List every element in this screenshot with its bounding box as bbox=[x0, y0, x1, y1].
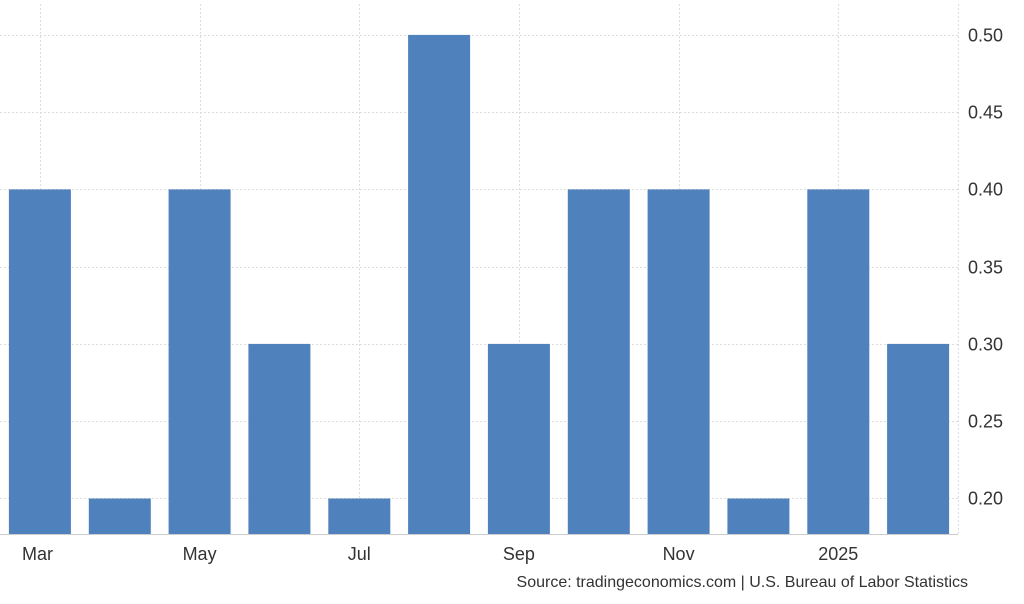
x-axis-tick-labels: Mar May Jul Sep Nov 2025 bbox=[22, 544, 858, 564]
bar-feb bbox=[887, 343, 950, 534]
bar-jul bbox=[328, 498, 391, 534]
bar-jun bbox=[248, 343, 311, 534]
bars bbox=[8, 34, 950, 535]
x-tick-label: Sep bbox=[503, 544, 535, 564]
bar-aug bbox=[408, 34, 471, 535]
y-tick-label: 0.45 bbox=[968, 103, 1003, 123]
bar-may bbox=[168, 189, 231, 534]
x-tick-label: 2025 bbox=[818, 544, 858, 564]
bar-apr bbox=[88, 498, 151, 534]
y-tick-label: 0.25 bbox=[968, 412, 1003, 432]
y-tick-label: 0.30 bbox=[968, 335, 1003, 355]
y-tick-label: 0.35 bbox=[968, 258, 1003, 278]
bar-sep bbox=[487, 343, 550, 534]
bar-mar bbox=[8, 189, 71, 534]
x-tick-label: Mar bbox=[22, 544, 53, 564]
y-tick-label: 0.50 bbox=[968, 26, 1003, 46]
bar-2025 bbox=[807, 189, 870, 534]
source-note: Source: tradingeconomics.com | U.S. Bure… bbox=[516, 574, 968, 591]
x-tick-label: May bbox=[183, 544, 217, 564]
x-tick-label: Nov bbox=[663, 544, 695, 564]
y-axis-tick-labels: 0.20 0.25 0.30 0.35 0.40 0.45 0.50 bbox=[968, 26, 1003, 509]
y-tick-label: 0.20 bbox=[968, 489, 1003, 509]
bar-nov bbox=[647, 189, 710, 534]
bar-oct bbox=[567, 189, 630, 534]
x-tick-label: Jul bbox=[348, 544, 371, 564]
y-tick-label: 0.40 bbox=[968, 180, 1003, 200]
bar-dec bbox=[727, 498, 790, 534]
